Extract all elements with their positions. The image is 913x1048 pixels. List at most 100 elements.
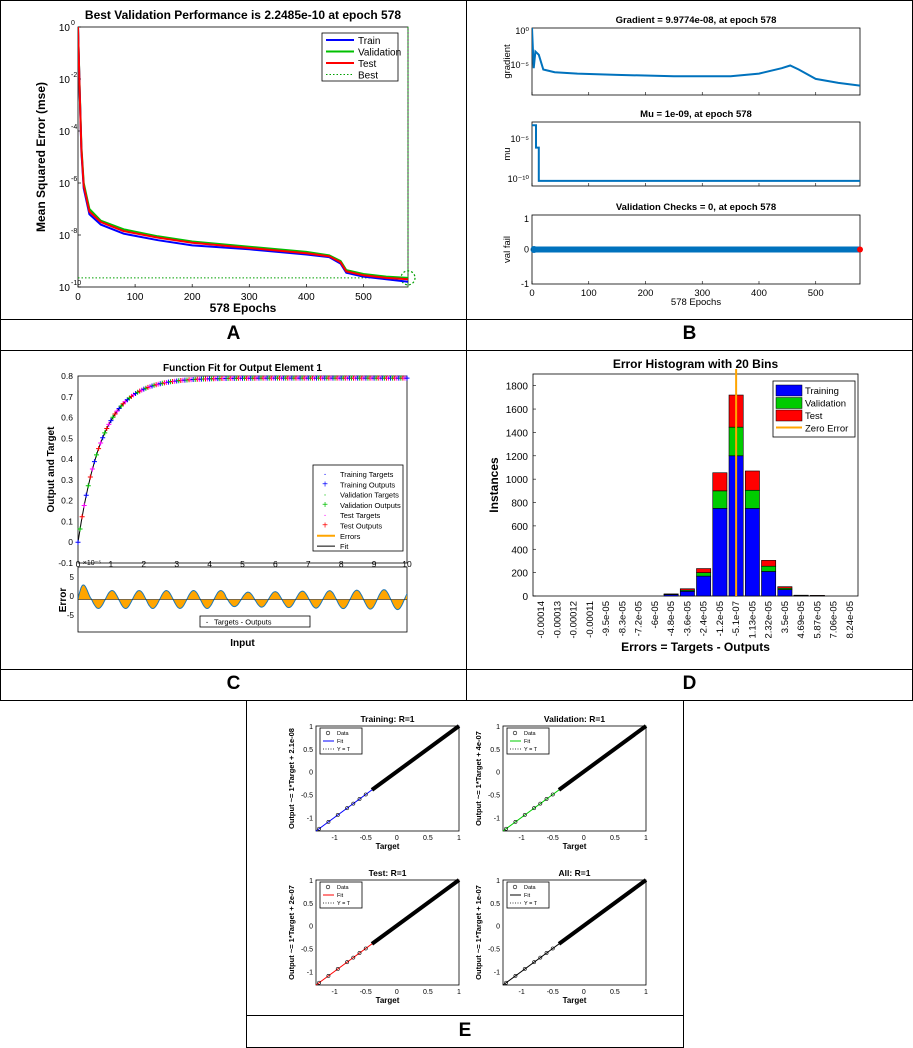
plot-b1-line xyxy=(532,28,860,87)
plot-e4-xtick-label: -0.5 xyxy=(547,989,559,996)
plot-c-ytick-label: 0.5 xyxy=(61,433,73,443)
plot-e-data-point xyxy=(544,951,549,955)
plot-c-legend-symbol: + xyxy=(322,500,328,511)
plot-e-legend-label: Y = T xyxy=(337,747,351,753)
panel-label-c: C xyxy=(226,673,241,694)
plot-e4-xtick-label: 0.5 xyxy=(610,989,620,996)
plot-e3-data-dense xyxy=(370,878,461,946)
plot-c-xtick-label: 2 xyxy=(141,559,146,569)
plot-c-marker xyxy=(108,418,114,424)
plot-b2-ylabel: mu xyxy=(502,147,513,160)
plot-e4-data-points xyxy=(504,946,555,985)
plot-c-ytick-label: 0.6 xyxy=(61,413,73,423)
plot-c-legend-symbol: + xyxy=(322,479,328,490)
plot-e-data-point xyxy=(335,967,340,971)
plot-a-xtick-label: 0 xyxy=(75,292,81,303)
plot-e3-ytick-label: -0.5 xyxy=(301,946,313,953)
plot-d-xtick-label: -3.6e-05 xyxy=(682,601,693,636)
plot-a-ytick-label: 10 xyxy=(59,23,71,34)
plot-c-marker xyxy=(104,425,110,431)
plot-e-data-point xyxy=(357,797,362,801)
plot-b3-ylabel: val fail xyxy=(502,236,513,263)
plot-c2-legend-label: Targets - Outputs xyxy=(214,618,272,627)
plot-c-marker xyxy=(112,411,118,417)
plot-b1-title: Gradient = 9.9774e-08, at epoch 578 xyxy=(616,15,777,26)
plot-d-bar-test xyxy=(744,470,760,491)
plot-b1-ytick-label: 10⁻⁵ xyxy=(511,60,530,70)
plot-d-ytick-label: 600 xyxy=(511,522,528,533)
plot-c-ylabel: Output and Target xyxy=(46,426,57,513)
plot-a-ytick-exponent: -2 xyxy=(71,72,77,79)
plot-b1-ylabel: gradient xyxy=(502,44,513,79)
plot-e2-ytick-label: -0.5 xyxy=(488,792,500,799)
plot-b1-axes xyxy=(531,27,861,96)
plot-d-bar-test xyxy=(696,568,712,573)
plot-c-xtick-label: 6 xyxy=(273,559,278,569)
plot-c-title: Function Fit for Output Element 1 xyxy=(163,363,322,374)
plot-d-xtick-label: 8.24e-05 xyxy=(845,601,856,639)
plot-d-xtick-label: -1.2e-05 xyxy=(715,601,726,636)
plot-c-legend-label: Test Targets xyxy=(340,511,381,520)
plot-e-data-point xyxy=(522,813,527,817)
plot-e2-xtick-label: 0.5 xyxy=(610,835,620,842)
plot-e-data-point xyxy=(351,955,356,960)
plot-c-marker xyxy=(404,375,410,381)
plot-c-marker xyxy=(114,408,120,414)
plot-e-legend-swatch xyxy=(325,730,331,736)
plot-b2-line xyxy=(532,124,860,182)
plot-e-data-point xyxy=(522,967,527,971)
plot-a-ytick-label: 10 xyxy=(59,75,71,86)
plot-c-marker xyxy=(75,539,81,545)
plot-b-xtick-label: 100 xyxy=(581,288,597,299)
plot-e4-xtick-label: -1 xyxy=(519,989,525,996)
plot-c-ytick-label: 0.2 xyxy=(61,496,73,506)
plot-e3-xlabel: Target xyxy=(376,996,400,1005)
plot-e4-ytick-label: 0.5 xyxy=(490,901,500,908)
plot-d-ytick-label: 200 xyxy=(511,569,528,580)
plot-c-ytick-label: 0.8 xyxy=(61,371,73,381)
plot-d-bar-test xyxy=(679,588,695,591)
plot-e4-xtick-label: 1 xyxy=(644,989,648,996)
plot-d-ytick-label: 800 xyxy=(511,499,528,510)
plot-a-xtick-label: 400 xyxy=(298,292,315,303)
plot-e-legend-label: Fit xyxy=(524,739,531,745)
plot-d-bar-test xyxy=(777,586,793,589)
plot-e-data-point xyxy=(532,806,536,811)
plot-e-legend-swatch xyxy=(512,884,518,890)
plot-b3-ytick-label: 1 xyxy=(524,214,529,224)
plot-e2-xtick-label: 0 xyxy=(582,835,586,842)
plot-d-ytick-label: 1000 xyxy=(506,475,529,486)
plot-e1-legend xyxy=(319,727,363,755)
plot-e1-ytick-label: 1 xyxy=(309,724,313,731)
plot-a-legend-label: Validation xyxy=(358,48,401,59)
plot-e3-xtick-label: 0 xyxy=(395,989,399,996)
plot-d-legend-swatch xyxy=(775,409,803,422)
plot-d-xtick-label: -2.4e-05 xyxy=(699,601,710,636)
plot-e2-xtick-label: 1 xyxy=(644,835,648,842)
plot-a-legend-label: Best xyxy=(358,71,378,82)
plot-c-marker xyxy=(110,414,116,420)
plot-e1-xtick-label: -1 xyxy=(332,835,338,842)
plot-a-ytick-label: 10 xyxy=(59,127,71,138)
plot-c-legend-label: Errors xyxy=(340,532,361,541)
plot-a-xtick-label: 500 xyxy=(355,292,372,303)
plot-e-data-point xyxy=(335,813,340,817)
plot-e2-ytick-label: 1 xyxy=(496,724,500,731)
plot-e1-xtick-label: 0.5 xyxy=(423,835,433,842)
plot-d-legend-swatch xyxy=(775,384,803,397)
plot-e-legend-label: Fit xyxy=(524,893,531,899)
plot-c-marker xyxy=(94,452,100,458)
plot-b-xtick-label: 200 xyxy=(638,288,654,299)
plot-a-ytick-exponent: -6 xyxy=(71,176,77,183)
plot-d-xtick-label: -6e-05 xyxy=(650,601,661,628)
plot-c-legend-symbol: · xyxy=(323,490,326,501)
plot-e4-ytick-label: -0.5 xyxy=(488,946,500,953)
plot-e-data-point xyxy=(351,801,356,806)
plot-e-legend-label: Data xyxy=(337,885,350,891)
plot-b2-axes xyxy=(531,121,861,187)
plot-c-legend-symbol: · xyxy=(323,510,326,521)
plot-c-legend-symbol: · xyxy=(323,469,326,480)
plot-d-bar-validation xyxy=(696,572,712,577)
panel-label-a: A xyxy=(226,323,241,344)
plot-e2-xlabel: Target xyxy=(563,842,587,851)
